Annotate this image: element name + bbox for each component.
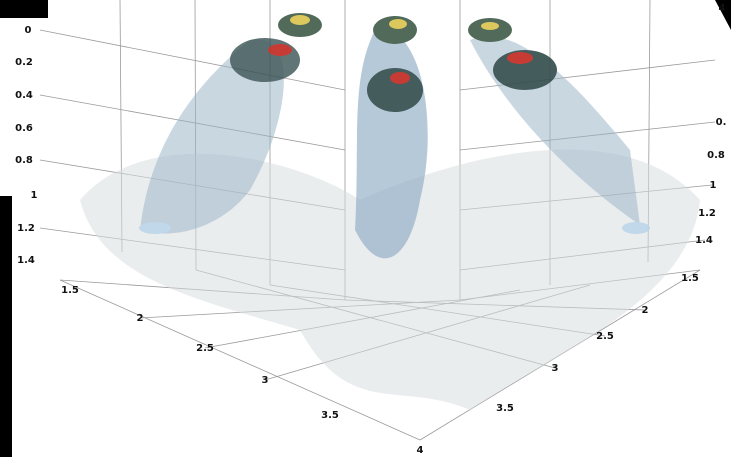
- tick-label: 1: [710, 180, 717, 191]
- tick-label: 3: [552, 363, 559, 374]
- tick-label: 1.5: [61, 285, 79, 296]
- scene: 0 0.2 0.4 0.6 0.8 1 1.2 1.4 4 0. 0.8 1 1.2 1.4 1.5 2 2.5…: [0, 0, 731, 457]
- tick-label: 1: [31, 190, 38, 201]
- tick-label: 3: [262, 375, 269, 386]
- tick-label: 2: [642, 305, 649, 316]
- tick-label: 0.8: [15, 155, 33, 166]
- tick-label: 1.5: [681, 273, 699, 284]
- tick-label: 0.2: [15, 57, 33, 68]
- tick-label: 2.5: [196, 343, 214, 354]
- tick-label: 1.2: [698, 208, 716, 219]
- tick-label: 1.4: [17, 255, 35, 266]
- tick-label: 0.8: [707, 150, 725, 161]
- tick-label: 0.6: [15, 123, 33, 134]
- tick-label: 4: [417, 445, 424, 456]
- tick-label: 0.4: [15, 90, 33, 101]
- tick-label: 2.5: [596, 331, 614, 342]
- tick-label: 0.: [716, 117, 727, 128]
- tick-label: 2: [137, 313, 144, 324]
- tick-label: 3.5: [496, 403, 514, 414]
- tick-label: 1.2: [17, 223, 35, 234]
- tick-label: 3.5: [321, 410, 339, 421]
- tick-label: 4: [719, 3, 726, 14]
- tick-label: 1.4: [695, 235, 713, 246]
- tick-label: 0: [25, 25, 32, 36]
